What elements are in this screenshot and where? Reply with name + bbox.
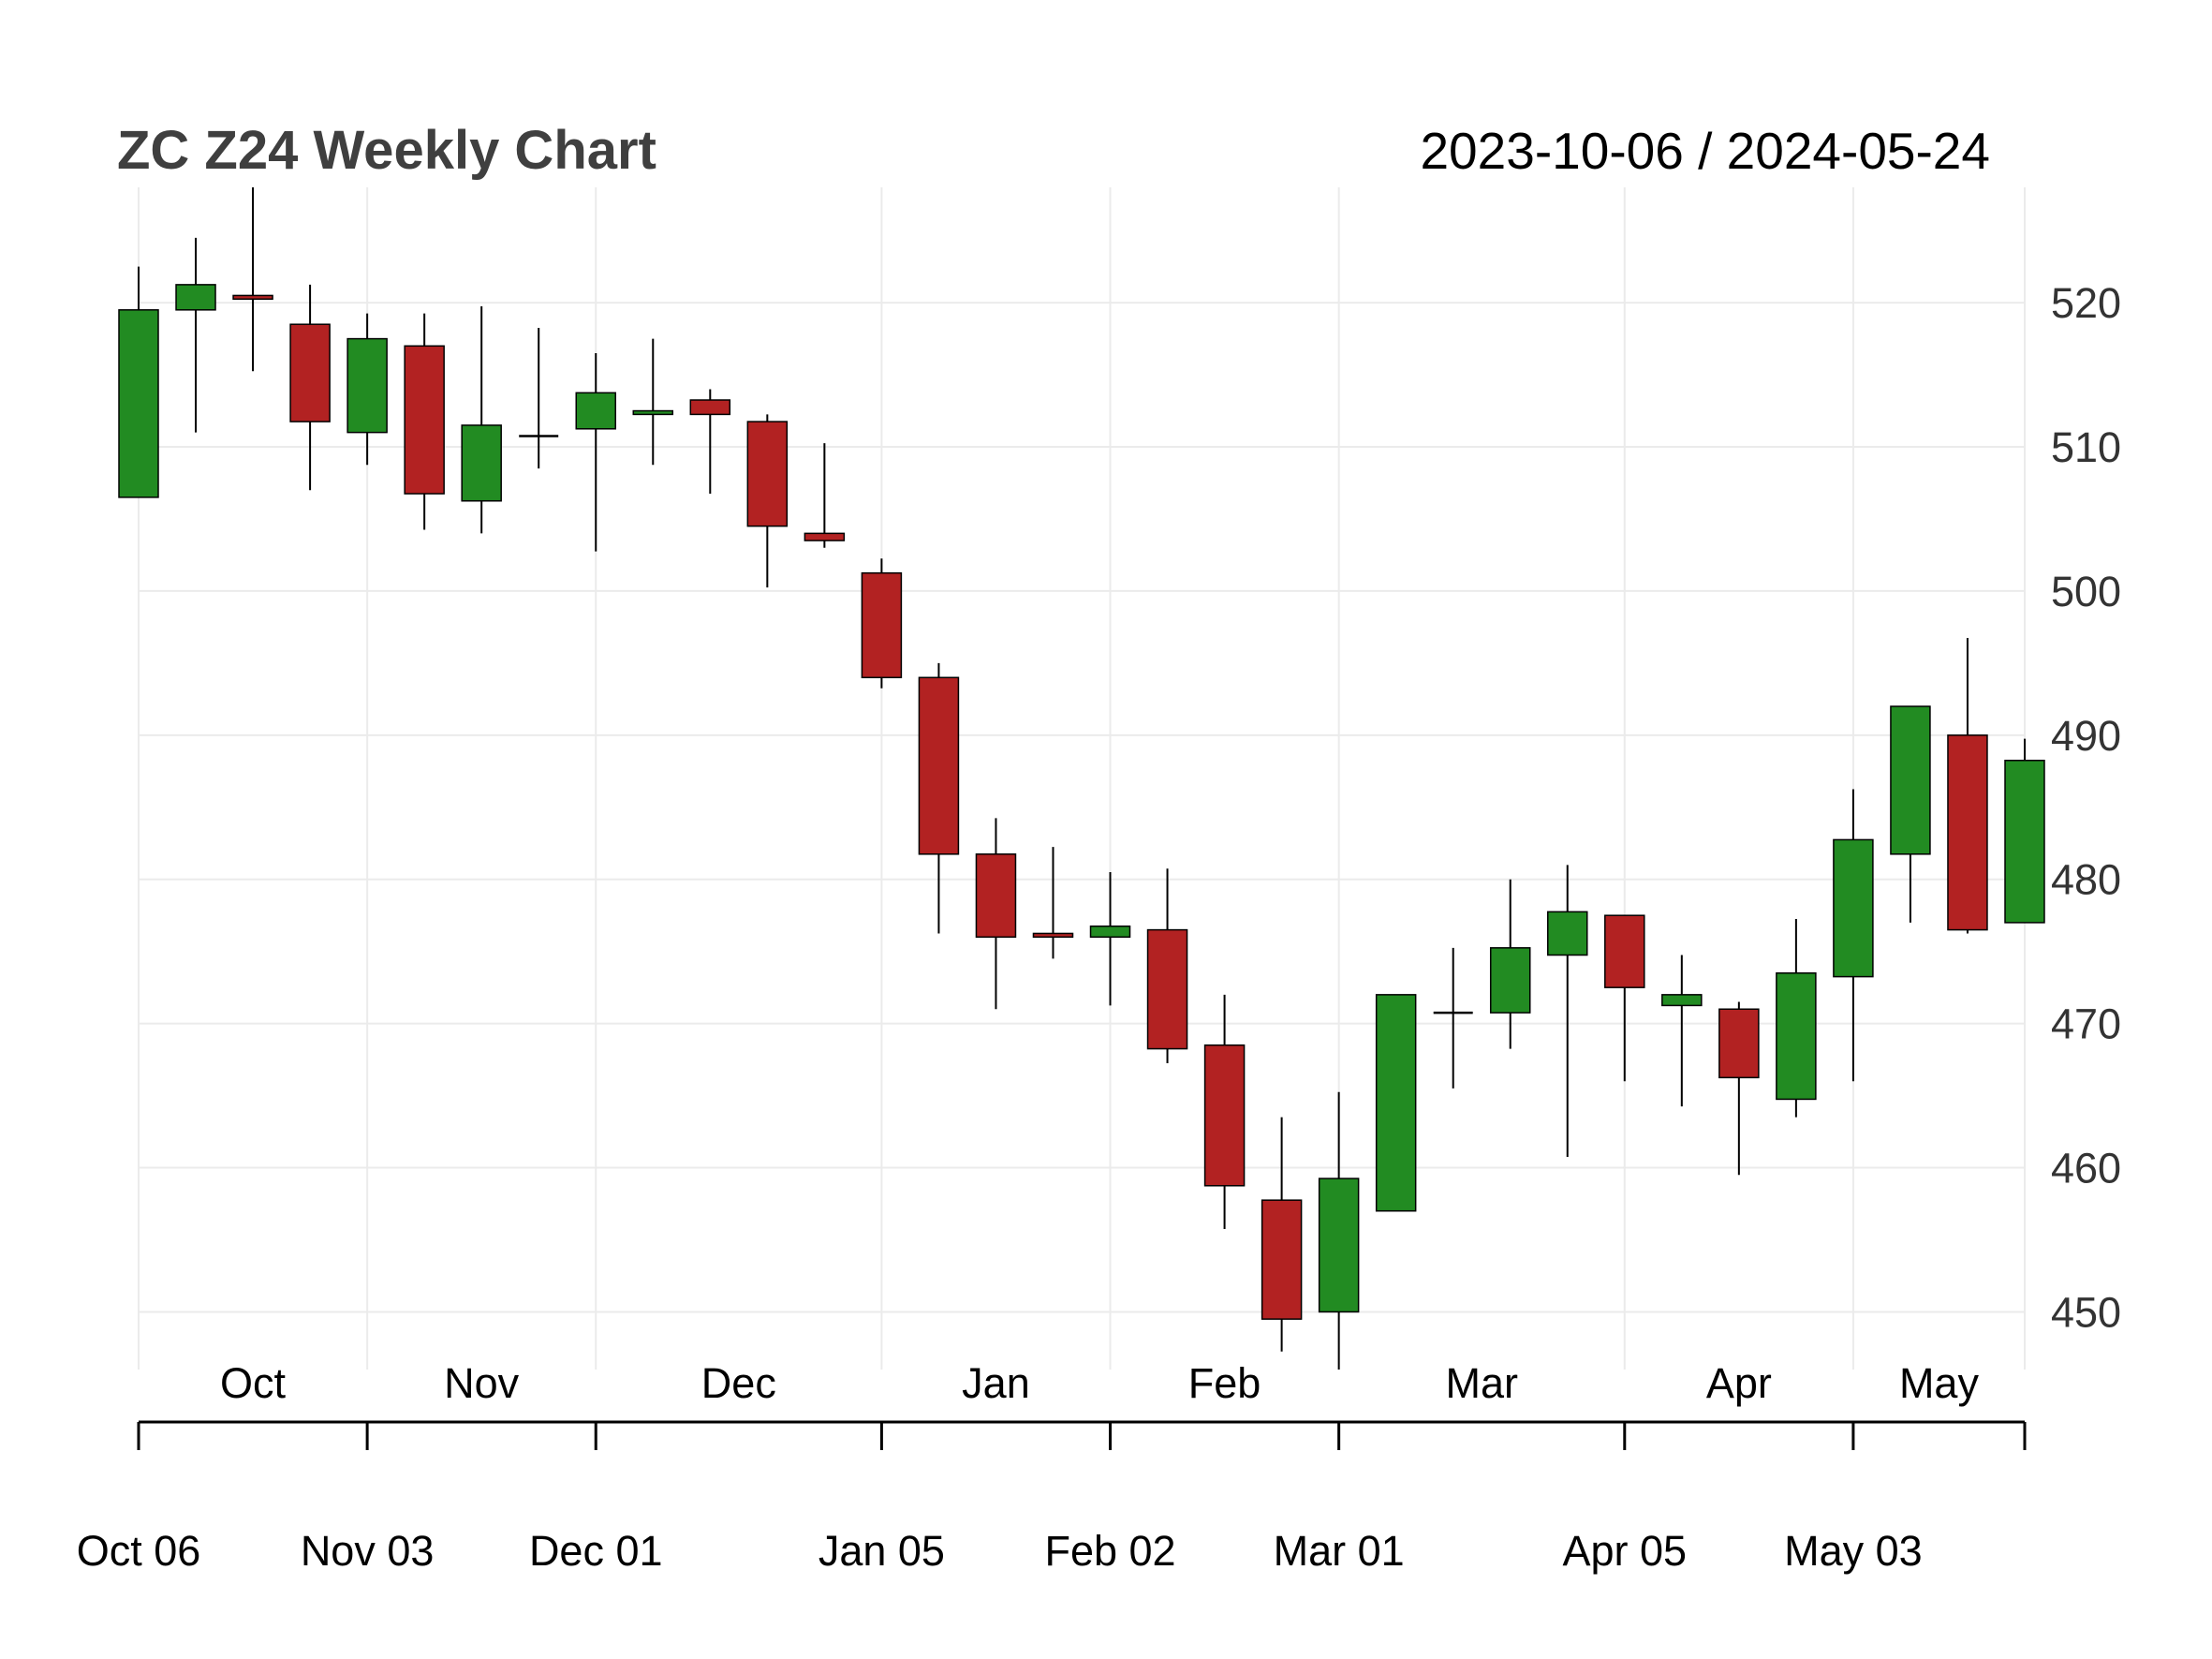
y-tick-label: 520 [2051,279,2121,327]
candle-body [1089,926,1131,939]
candle-body [975,853,1017,939]
date-tick-label: Oct 06 [77,1527,201,1575]
candle-body [461,424,502,502]
candle [1947,637,1988,934]
candle-body [1604,914,1645,988]
candle [1833,789,1874,1082]
date-tick-label: May 03 [1784,1527,1923,1575]
candle [1261,1117,1303,1352]
candle-body [1032,932,1074,939]
candle-body [1261,1199,1303,1320]
y-tick-label: 490 [2051,712,2121,760]
candle [1604,914,1645,1082]
candle [2004,738,2045,924]
y-axis: 450 460 470 480 490 500 510 520 [2051,279,2121,1336]
candle [175,237,216,433]
candle-body [1890,705,1931,855]
candle-body [1203,1044,1246,1187]
y-tick-label: 500 [2051,568,2121,615]
date-tick-label: Jan 05 [818,1527,945,1575]
candle-body [1661,994,1703,1007]
candle [975,818,1017,1010]
y-tick-label: 470 [2051,1000,2121,1048]
candles [118,187,2045,1370]
month-label: Feb [1188,1359,1261,1407]
date-range: 2023-10-06 / 2024-05-24 [1420,122,1990,180]
candle [118,266,159,498]
month-label: Dec [701,1359,776,1407]
candle [1661,955,1703,1107]
candle [461,305,502,534]
candle [289,284,331,491]
date-tick-label: Apr 05 [1562,1527,1687,1575]
candle [347,313,388,466]
candle-body [689,399,731,416]
candle [404,313,445,530]
date-tick-label: Dec 01 [529,1527,663,1575]
candle-body [1947,734,1988,931]
chart-title: ZC Z24 Weekly Chart [117,120,656,181]
candle [632,338,674,466]
candle-body [1547,911,1588,956]
candle [519,328,559,469]
candle [1032,847,1074,959]
candle [689,389,731,495]
candle-body [861,571,903,679]
date-tick-label: Mar 01 [1274,1527,1405,1575]
candle [861,558,903,689]
candle [1890,705,1931,923]
y-tick-label: 480 [2051,856,2121,904]
candle-body [1318,1178,1360,1313]
candle [746,414,789,588]
y-tick-label: 460 [2051,1145,2121,1192]
candle-body [1375,994,1417,1212]
month-label: Apr [1706,1359,1772,1407]
month-label: May [1899,1359,1980,1407]
candle [1489,879,1531,1049]
candle [1089,872,1131,1006]
candle [1146,868,1188,1063]
y-tick-label: 450 [2051,1288,2121,1336]
month-label: Mar [1445,1359,1518,1407]
y-tick-label: 510 [2051,423,2121,471]
candle-body [1718,1008,1760,1079]
candle-body [175,284,216,311]
candle [575,352,616,552]
candle-body [2004,760,2045,924]
candle-body [232,294,273,301]
candle-body [1833,838,1874,978]
candle-body [804,532,846,541]
candle-body [1489,947,1531,1014]
candle-body [632,409,674,416]
candle [232,187,273,372]
month-label: Oct [220,1359,287,1407]
candle-body [289,323,331,422]
candle-body [347,337,388,434]
candle [1776,919,1817,1118]
candle [1433,947,1473,1089]
candle-body [404,345,445,495]
candle-body [918,676,960,855]
candle [1547,865,1588,1157]
candle-body [575,392,616,430]
month-label: Jan [962,1359,1030,1407]
date-tick-label: Nov 03 [301,1527,435,1575]
candle-body [746,421,789,527]
date-tick-label: Feb 02 [1044,1527,1175,1575]
candle [918,662,960,934]
candle-body [1146,928,1188,1050]
candle [804,443,846,548]
candle [1718,1001,1760,1176]
x-axis: Oct Nov Dec Jan Feb Mar Apr May Oct 06 Nov 03 Dec … [77,1359,2027,1575]
candle [1375,994,1417,1212]
month-label: Nov [444,1359,520,1407]
candle [1203,994,1246,1229]
candle [1318,1091,1360,1370]
candle-body [118,309,159,498]
candle-body [1776,972,1817,1101]
